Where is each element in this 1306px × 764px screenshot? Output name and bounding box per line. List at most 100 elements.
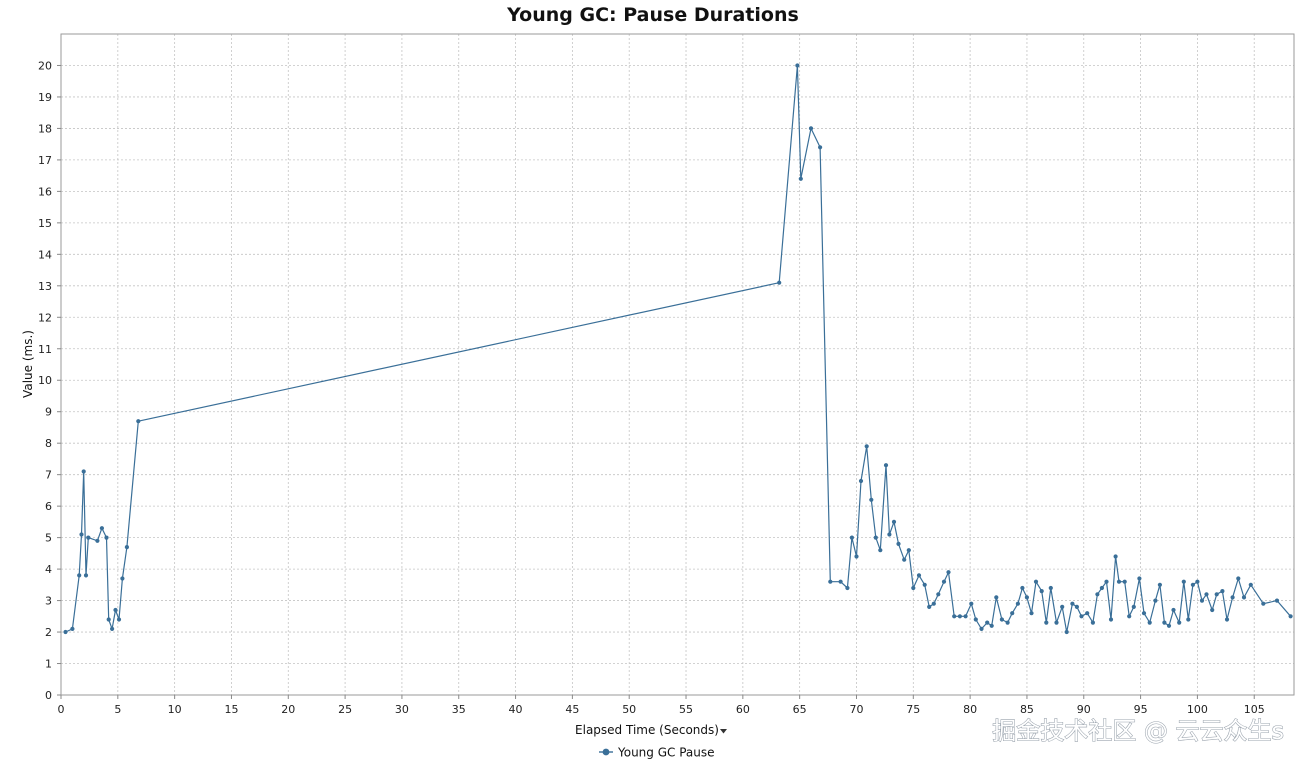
data-point[interactable] <box>1064 629 1069 635</box>
data-point[interactable] <box>1177 620 1182 625</box>
data-point[interactable] <box>941 579 947 584</box>
data-point[interactable] <box>1162 620 1167 625</box>
data-point[interactable] <box>1033 579 1039 584</box>
data-point[interactable] <box>1005 620 1010 625</box>
data-point[interactable] <box>1166 623 1172 628</box>
data-point[interactable] <box>883 463 889 468</box>
data-point[interactable] <box>1113 554 1118 559</box>
data-point[interactable] <box>1186 617 1191 622</box>
data-point[interactable] <box>845 585 850 591</box>
data-point[interactable] <box>1214 592 1219 597</box>
data-point[interactable] <box>1095 592 1100 597</box>
data-point[interactable] <box>896 541 901 547</box>
data-point[interactable] <box>985 620 990 625</box>
data-point[interactable] <box>1137 576 1142 581</box>
data-point[interactable] <box>795 63 800 68</box>
data-point[interactable] <box>1199 598 1205 603</box>
data-point[interactable] <box>120 576 125 581</box>
data-point[interactable] <box>1039 589 1044 594</box>
data-point[interactable] <box>1122 579 1127 584</box>
data-point[interactable] <box>891 519 897 525</box>
data-point[interactable] <box>1048 585 1053 591</box>
data-point[interactable] <box>104 535 109 540</box>
data-point[interactable] <box>136 419 141 424</box>
data-point[interactable] <box>1157 582 1162 587</box>
data-point[interactable] <box>994 595 999 600</box>
data-point[interactable] <box>1029 611 1034 616</box>
data-point[interactable] <box>1010 611 1015 616</box>
data-point[interactable] <box>979 626 984 632</box>
data-point[interactable] <box>828 579 833 584</box>
data-point[interactable] <box>81 469 86 474</box>
data-point[interactable] <box>957 614 963 619</box>
data-point[interactable] <box>1181 579 1186 584</box>
data-point[interactable] <box>1116 579 1122 584</box>
data-point[interactable] <box>1131 604 1136 610</box>
data-point[interactable] <box>1074 604 1079 610</box>
data-point[interactable] <box>1171 607 1176 613</box>
data-point[interactable] <box>1153 598 1158 603</box>
x-axis-title-dropdown[interactable]: Elapsed Time (Seconds) <box>575 723 727 737</box>
data-point[interactable] <box>79 532 84 537</box>
data-point[interactable] <box>864 444 869 449</box>
data-point[interactable] <box>798 176 803 181</box>
data-point[interactable] <box>887 532 892 537</box>
data-point[interactable] <box>969 601 974 606</box>
data-point[interactable] <box>1090 620 1095 625</box>
data-point[interactable] <box>1241 595 1247 600</box>
data-point[interactable] <box>906 548 911 553</box>
data-point[interactable] <box>838 579 843 584</box>
data-point[interactable] <box>77 573 82 578</box>
legend-item[interactable]: Young GC Pause <box>599 746 715 760</box>
data-point[interactable] <box>106 617 111 622</box>
data-point[interactable] <box>1190 582 1195 587</box>
data-point[interactable] <box>1024 595 1029 600</box>
data-point[interactable] <box>99 526 104 531</box>
data-point[interactable] <box>989 623 994 628</box>
data-point[interactable] <box>922 582 927 587</box>
data-point[interactable] <box>902 557 907 562</box>
data-point[interactable] <box>1248 582 1253 587</box>
data-point[interactable] <box>1085 611 1090 616</box>
data-point[interactable] <box>808 126 814 131</box>
data-point[interactable] <box>86 535 91 540</box>
data-point[interactable] <box>1060 604 1065 610</box>
data-point[interactable] <box>854 554 859 559</box>
data-point[interactable] <box>916 573 922 578</box>
data-point[interactable] <box>873 535 878 540</box>
data-point[interactable] <box>83 573 89 578</box>
data-point[interactable] <box>931 601 936 606</box>
data-point[interactable] <box>1079 614 1084 619</box>
data-point[interactable] <box>1274 598 1280 603</box>
data-point[interactable] <box>952 614 957 619</box>
data-point[interactable] <box>1236 576 1241 581</box>
data-point[interactable] <box>113 607 118 613</box>
data-point[interactable] <box>1054 620 1059 625</box>
data-point[interactable] <box>70 626 75 632</box>
data-point[interactable] <box>777 280 782 285</box>
data-point[interactable] <box>116 617 122 622</box>
data-point[interactable] <box>1204 592 1209 597</box>
data-point[interactable] <box>878 548 883 553</box>
data-point[interactable] <box>1220 589 1225 594</box>
data-point[interactable] <box>858 478 864 484</box>
data-point[interactable] <box>869 497 874 502</box>
data-point[interactable] <box>1147 620 1152 625</box>
data-point[interactable] <box>936 592 941 597</box>
data-point[interactable] <box>1224 617 1230 622</box>
data-point[interactable] <box>1020 585 1025 591</box>
data-point[interactable] <box>110 626 115 632</box>
data-point[interactable] <box>1104 579 1109 584</box>
data-point[interactable] <box>849 535 855 540</box>
data-point[interactable] <box>1261 601 1266 606</box>
data-point[interactable] <box>1195 579 1200 584</box>
data-point[interactable] <box>1070 601 1075 606</box>
data-point[interactable] <box>1044 620 1049 625</box>
data-point[interactable] <box>1099 585 1104 591</box>
data-point[interactable] <box>1230 595 1235 600</box>
data-point[interactable] <box>1210 607 1215 613</box>
data-point[interactable] <box>946 570 951 575</box>
data-point[interactable] <box>818 145 823 150</box>
data-point[interactable] <box>1108 617 1114 622</box>
data-point[interactable] <box>124 545 129 550</box>
